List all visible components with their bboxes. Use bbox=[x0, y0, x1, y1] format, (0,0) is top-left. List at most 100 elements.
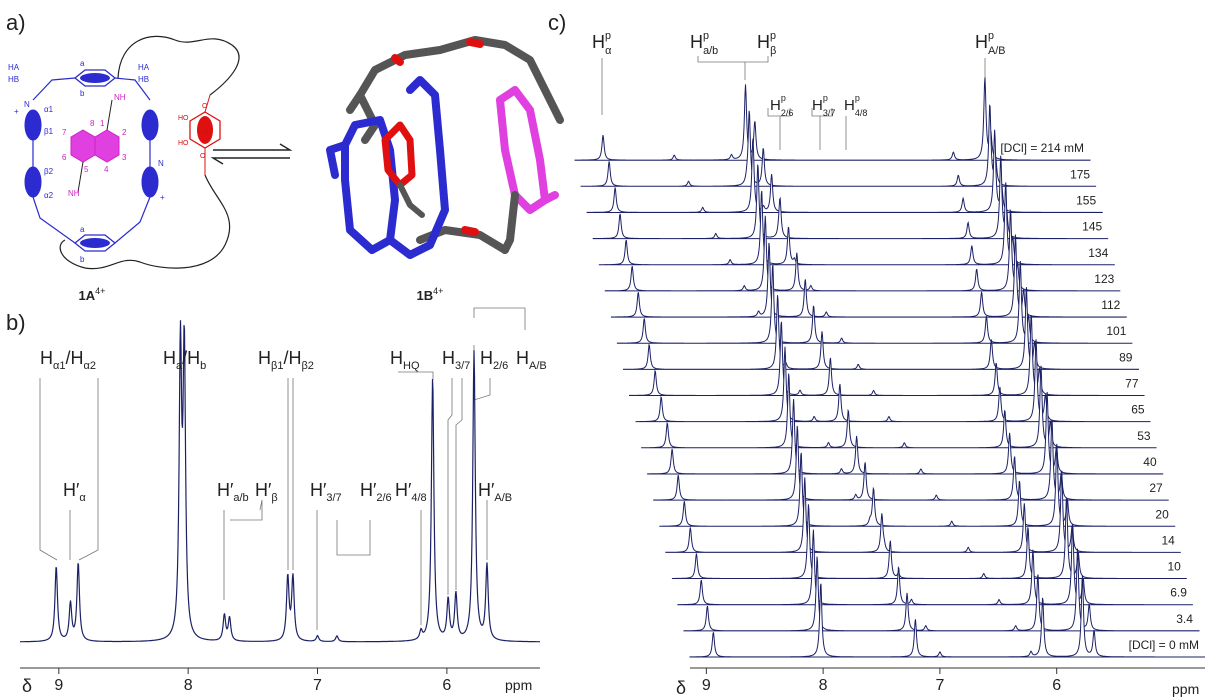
label-part: H bbox=[480, 348, 493, 368]
label-part: H bbox=[258, 348, 271, 368]
peak-label: H′a/b bbox=[217, 480, 249, 504]
trace-label: [DCl] = 0 mM bbox=[1129, 638, 1199, 652]
peak-label: Hp A/B bbox=[975, 30, 1005, 57]
spectrum-trace bbox=[629, 314, 1145, 396]
x-tick-label: 7 bbox=[313, 677, 322, 694]
x-tick-label: 8 bbox=[819, 677, 828, 694]
label-part: b bbox=[200, 360, 206, 372]
atom-label: NH bbox=[114, 93, 126, 102]
structure-1b bbox=[326, 36, 564, 259]
atom-label: N bbox=[158, 159, 164, 168]
atom-label: HQ bbox=[198, 129, 209, 136]
axis-symbol: δ bbox=[676, 678, 686, 698]
atom-labels: HA HB HA HB a b N + α1 β1 β2 α2 N + a b … bbox=[8, 59, 209, 264]
spectrum-trace bbox=[580, 104, 1097, 187]
label-part: H′ bbox=[217, 480, 234, 500]
compound-charge: 4+ bbox=[95, 286, 105, 296]
peak-label: Hp a/b bbox=[690, 30, 718, 57]
label-part: β2 bbox=[301, 360, 313, 372]
spectrum-trace bbox=[610, 234, 1127, 318]
label-part: H bbox=[442, 348, 455, 368]
label-sub: α bbox=[605, 45, 611, 57]
spectrum-trace bbox=[635, 339, 1151, 423]
spectrum-trace bbox=[659, 443, 1176, 527]
spectrum-trace bbox=[677, 524, 1193, 606]
panel-label: a) bbox=[6, 10, 26, 35]
atom-label: 5 bbox=[84, 165, 89, 174]
label-part: H′ bbox=[63, 480, 80, 500]
label-part: H′ bbox=[395, 480, 412, 500]
label-part: A/B bbox=[529, 360, 547, 372]
label-part: H bbox=[40, 348, 53, 368]
spectrum-trace bbox=[689, 575, 1205, 658]
trace-label: 145 bbox=[1082, 220, 1102, 234]
label-part: α2 bbox=[83, 360, 95, 372]
trace-label: 175 bbox=[1070, 167, 1090, 181]
label-sup: p bbox=[855, 93, 860, 103]
atom-label: NH bbox=[68, 189, 80, 198]
trace-label: 101 bbox=[1106, 324, 1126, 338]
spectrum-trace bbox=[647, 391, 1164, 475]
x-tick-label: 7 bbox=[935, 677, 944, 694]
label-part: H′ bbox=[310, 480, 327, 500]
x-tick-label: 6 bbox=[1052, 677, 1061, 694]
trace-label: 10 bbox=[1167, 560, 1181, 574]
spectrum-trace bbox=[592, 155, 1109, 240]
peak-label: Hp 2/6 bbox=[770, 93, 793, 118]
atom-label: 1 bbox=[100, 119, 105, 128]
compound-charge: 4+ bbox=[433, 286, 443, 296]
peak-label: H′2/6 bbox=[360, 480, 392, 504]
atom-label: 4 bbox=[104, 165, 109, 174]
spectrum-trace bbox=[586, 129, 1103, 213]
x-tick-label: 9 bbox=[702, 677, 711, 694]
spectrum-trace bbox=[604, 208, 1121, 292]
axis-unit: ppm bbox=[1172, 681, 1199, 697]
trace-label: 112 bbox=[1101, 298, 1120, 312]
x-tick-label: 9 bbox=[54, 677, 63, 694]
atom-label: HO bbox=[178, 140, 189, 147]
trace-label: 89 bbox=[1119, 350, 1133, 364]
atom-label: 2 bbox=[122, 128, 127, 137]
compound-label: 1A4+ bbox=[79, 286, 106, 303]
peak-label: Hp 4/8 bbox=[844, 93, 867, 118]
peak-label: HA/B bbox=[516, 348, 547, 372]
atom-label: α2 bbox=[44, 191, 54, 200]
label-sup: p bbox=[823, 93, 828, 103]
atom-label: O bbox=[202, 103, 208, 110]
label-part: H bbox=[516, 348, 529, 368]
label-part: /H bbox=[182, 348, 200, 368]
atom-label: α1 bbox=[44, 105, 54, 114]
label-part: 3/7 bbox=[326, 492, 341, 504]
trace-label: 134 bbox=[1088, 246, 1108, 260]
atom-label: + bbox=[14, 107, 19, 116]
axis-symbol: δ bbox=[22, 676, 32, 696]
atom-label: HA bbox=[8, 63, 20, 72]
label-part: 3/7 bbox=[455, 360, 470, 372]
spectrum bbox=[20, 320, 540, 643]
label-part: /H bbox=[65, 348, 83, 368]
peak-label: H′3/7 bbox=[310, 480, 342, 504]
label-sub: A/B bbox=[988, 45, 1005, 57]
atom-label: 8 bbox=[90, 119, 95, 128]
panel-label: c) bbox=[548, 10, 566, 35]
label-part: a bbox=[176, 360, 183, 372]
peak-label: Hp β bbox=[757, 30, 776, 57]
label-sub: 2/6 bbox=[781, 108, 794, 118]
atom-label: HA bbox=[138, 63, 150, 72]
atom-label: HO bbox=[178, 115, 189, 122]
x-tick-label: 6 bbox=[442, 677, 451, 694]
label-base: H bbox=[812, 97, 823, 114]
trace-label: 20 bbox=[1155, 507, 1169, 521]
label-sub: 4/8 bbox=[855, 108, 868, 118]
label-part: HQ bbox=[403, 360, 420, 372]
peak-label: H′4/8 bbox=[395, 480, 427, 504]
peak-label: H2/6 bbox=[480, 348, 508, 372]
trace-label: 65 bbox=[1131, 403, 1145, 417]
label-part: α1 bbox=[53, 360, 65, 372]
atom-label: O bbox=[200, 153, 206, 160]
atom-label: b bbox=[80, 255, 85, 264]
peak-label: H3/7 bbox=[442, 348, 470, 372]
structure-1a bbox=[24, 35, 240, 270]
label-base: H bbox=[690, 32, 703, 52]
label-part: β1 bbox=[271, 360, 283, 372]
